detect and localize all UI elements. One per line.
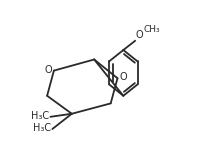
Text: H₃C: H₃C <box>33 123 51 133</box>
Text: H₃C: H₃C <box>31 111 49 121</box>
Text: CH₃: CH₃ <box>143 25 160 34</box>
Text: O: O <box>119 73 127 82</box>
Text: O: O <box>136 30 144 40</box>
Text: O: O <box>45 65 52 75</box>
